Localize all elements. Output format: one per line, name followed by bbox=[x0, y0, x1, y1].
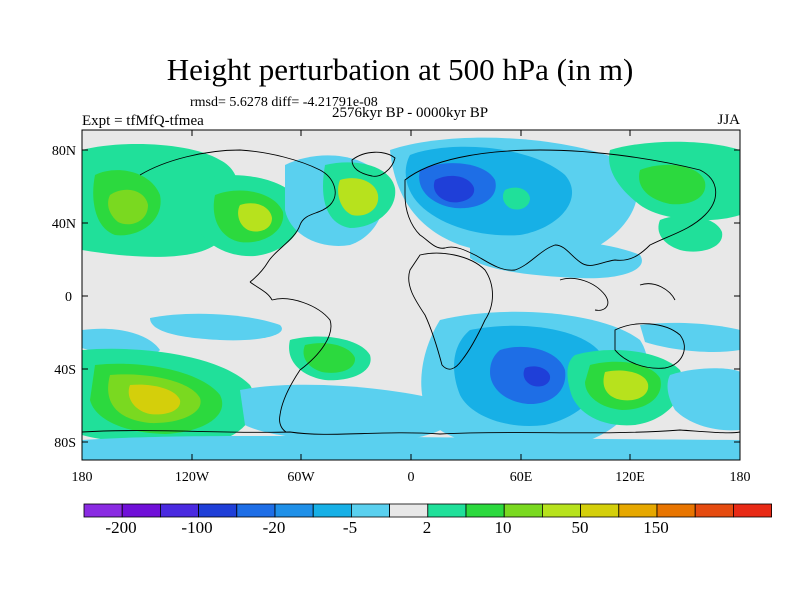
contour-region bbox=[640, 322, 740, 353]
colorbar-swatch bbox=[198, 503, 238, 518]
colorbar-label: 50 bbox=[572, 518, 589, 537]
colorbar-swatch bbox=[83, 503, 123, 518]
contour-region bbox=[128, 384, 181, 415]
contour-region bbox=[502, 187, 530, 210]
colorbar-swatch bbox=[694, 503, 734, 518]
colorbar-labels: -200 -100 -20 -5 2 10 50 150 bbox=[105, 518, 668, 537]
colorbar-label: 150 bbox=[643, 518, 669, 537]
latitude-labels: 80N 40N 0 40S 80S bbox=[52, 144, 76, 451]
contour-fill-layer bbox=[82, 130, 740, 460]
contour-region bbox=[667, 368, 740, 431]
colorbar-swatch bbox=[733, 503, 773, 518]
contour-region bbox=[658, 215, 723, 252]
longitude-labels: 180 120W 60W 0 60E 120E 180 bbox=[72, 470, 751, 485]
coastlines bbox=[82, 149, 740, 435]
colorbar bbox=[83, 503, 773, 518]
contour-region bbox=[523, 366, 551, 387]
contour-region bbox=[338, 178, 379, 216]
colorbar-swatch bbox=[121, 503, 161, 518]
colorbar-swatch bbox=[236, 503, 276, 518]
lon-label: 180 bbox=[72, 470, 93, 485]
colorbar-swatch bbox=[465, 503, 505, 518]
lat-label: 80N bbox=[52, 144, 76, 159]
lat-label: 80S bbox=[54, 436, 76, 451]
lon-label: 120W bbox=[175, 470, 210, 485]
contour-region bbox=[82, 435, 740, 460]
lat-label: 0 bbox=[65, 290, 72, 305]
colorbar-swatch bbox=[389, 503, 429, 518]
contour-region bbox=[639, 164, 706, 205]
map-title: Height perturbation at 500 hPa (in m) bbox=[166, 52, 634, 87]
colorbar-swatch bbox=[618, 503, 658, 518]
colorbar-swatch bbox=[312, 503, 352, 518]
colorbar-swatch bbox=[656, 503, 696, 518]
contour-region bbox=[108, 189, 148, 225]
colorbar-label: -100 bbox=[181, 518, 212, 537]
lon-label: 60W bbox=[287, 470, 315, 485]
contour-region bbox=[470, 238, 642, 279]
contour-region bbox=[433, 175, 475, 203]
colorbar-swatch bbox=[159, 503, 199, 518]
colorbar-label: 2 bbox=[423, 518, 432, 537]
colorbar-swatch bbox=[427, 503, 467, 518]
colorbar-label: 10 bbox=[495, 518, 512, 537]
rmsd-diff-stats: rmsd= 5.6278 diff= -4.21791e-08 bbox=[190, 95, 378, 110]
lon-label: 180 bbox=[730, 470, 751, 485]
experiment-label: Expt = tfMfQ-tfmea bbox=[82, 113, 204, 129]
time-period-label: 2576kyr BP - 0000kyr BP bbox=[331, 105, 489, 121]
lon-label: 120E bbox=[615, 470, 645, 485]
axis-tick-marks bbox=[81, 130, 741, 460]
colorbar-swatch bbox=[350, 503, 390, 518]
colorbar-label: -5 bbox=[343, 518, 357, 537]
contour-region bbox=[240, 384, 455, 442]
colorbar-swatch bbox=[503, 503, 543, 518]
colorbar-swatch bbox=[274, 503, 314, 518]
colorbar-swatch bbox=[580, 503, 620, 518]
contour-region bbox=[603, 370, 649, 401]
colorbar-swatch bbox=[542, 503, 582, 518]
lon-label: 60E bbox=[510, 470, 533, 485]
lat-label: 40S bbox=[54, 363, 76, 378]
contour-region bbox=[303, 343, 356, 373]
season-label: JJA bbox=[717, 112, 740, 128]
contour-region bbox=[150, 313, 282, 341]
colorbar-label: -200 bbox=[105, 518, 136, 537]
lon-label: 0 bbox=[408, 470, 415, 485]
colorbar-label: -20 bbox=[263, 518, 286, 537]
contour-region bbox=[238, 203, 272, 232]
lat-label: 40N bbox=[52, 217, 76, 232]
